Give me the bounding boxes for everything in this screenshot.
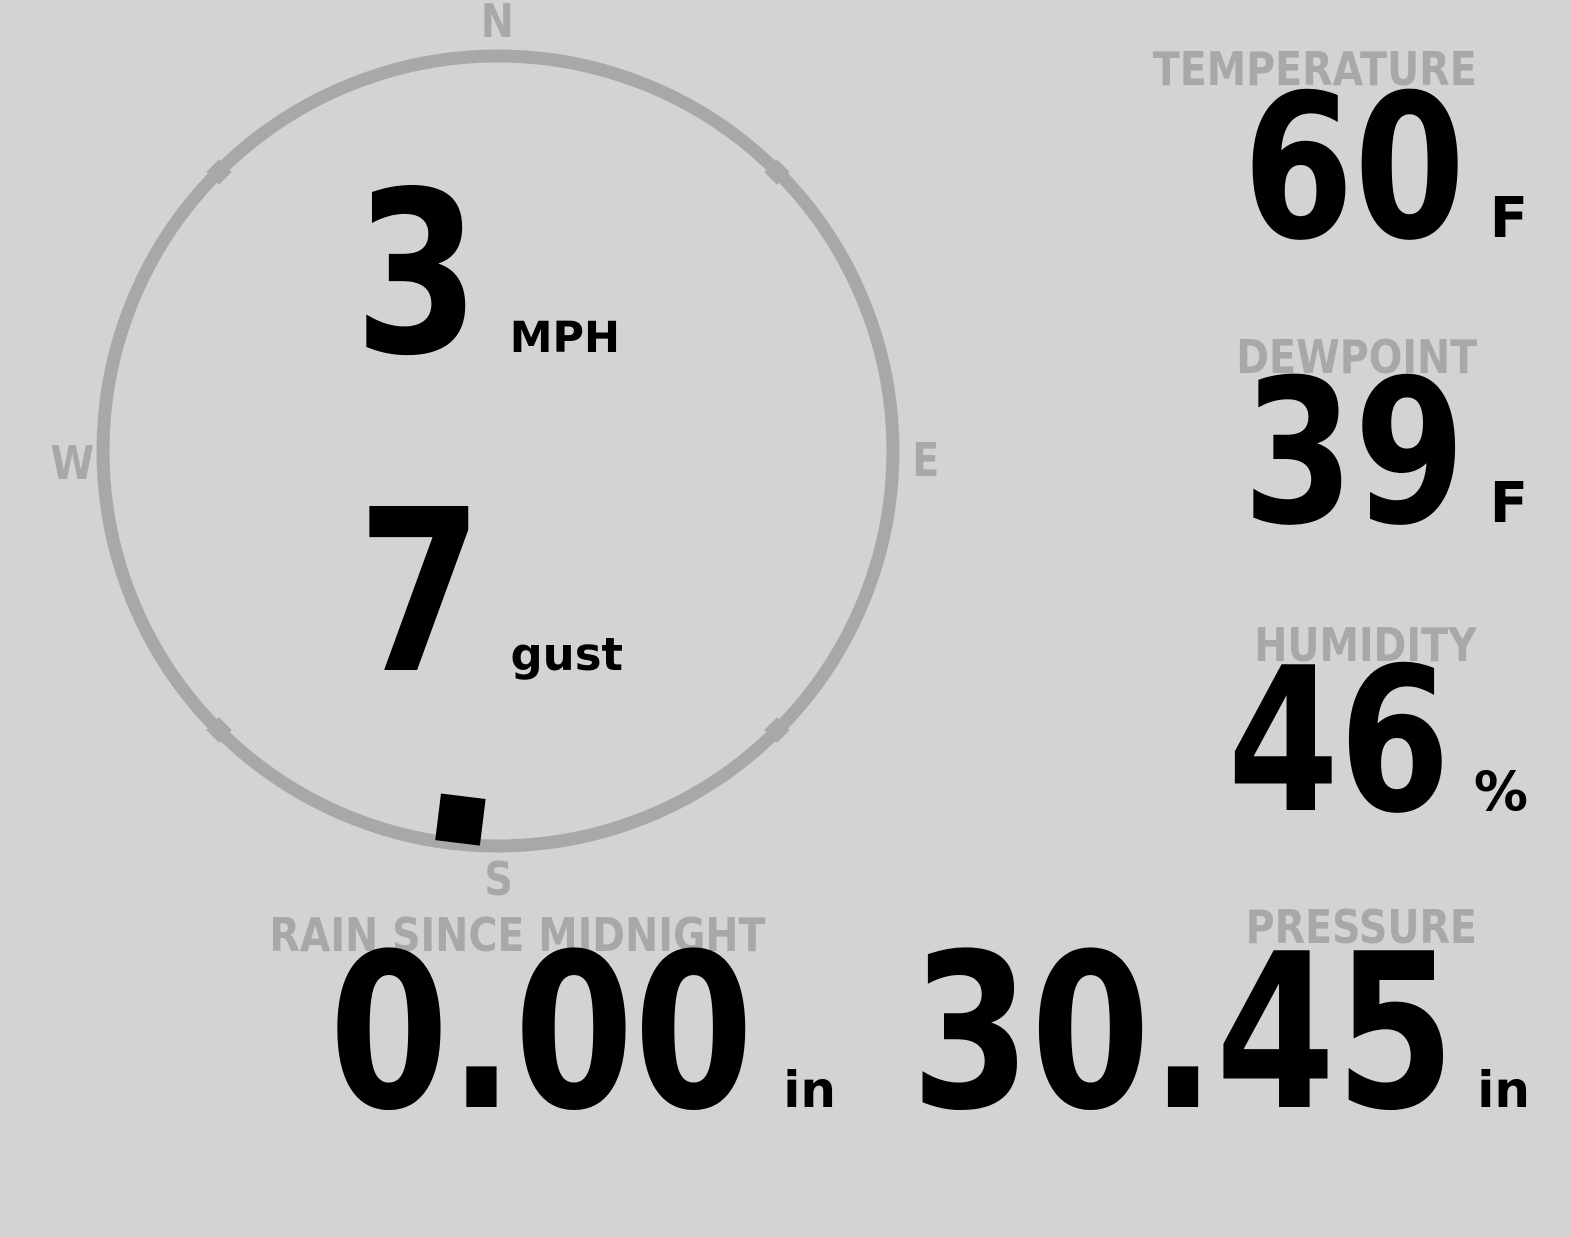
rain-unit: in: [783, 1061, 836, 1119]
temperature-value: 60: [1243, 52, 1466, 285]
compass-east-label: E: [912, 433, 940, 487]
wind-speed: 3 MPH: [323, 163, 620, 388]
wind-speed-unit: MPH: [509, 313, 620, 363]
dewpoint-reading: 39 F: [1187, 354, 1528, 554]
humidity-label: HUMIDITY: [1254, 618, 1477, 672]
wind-gust: 7 gust: [326, 481, 623, 706]
compass-west-label: W: [50, 436, 94, 490]
compass-tick-nw-icon: [206, 159, 232, 185]
dewpoint-unit: F: [1489, 471, 1528, 536]
temperature-label: TEMPERATURE: [1152, 42, 1477, 96]
rain-value: 0.00: [328, 907, 754, 1158]
rain-reading: 0.00 in: [223, 925, 836, 1140]
compass-tick-ne-icon: [764, 159, 790, 185]
wind-speed-value: 3: [354, 144, 480, 406]
rain-label: RAIN SINCE MIDNIGHT: [268, 908, 766, 962]
compass-tick-se-icon: [764, 717, 790, 743]
temperature-reading: 60 F: [1187, 69, 1528, 269]
pressure-reading: 30.45 in: [775, 925, 1530, 1140]
humidity-value: 46: [1227, 625, 1450, 858]
pressure-unit: in: [1477, 1061, 1530, 1119]
pressure-label: PRESSURE: [1245, 900, 1477, 954]
compass-south-label: S: [484, 852, 514, 906]
humidity-reading: 46%: [1172, 642, 1528, 842]
compass-north-label: N: [480, 0, 514, 48]
wind-gust-value: 7: [357, 462, 483, 724]
pressure-value: 30.45: [911, 907, 1456, 1158]
wind-direction-marker-icon: [435, 793, 486, 846]
dewpoint-label: DEWPOINT: [1236, 330, 1477, 384]
dewpoint-value: 39: [1243, 337, 1466, 570]
humidity-unit: %: [1473, 760, 1528, 823]
wind-gust-unit: gust: [510, 628, 623, 681]
temperature-unit: F: [1489, 186, 1528, 251]
compass-tick-sw-icon: [206, 717, 232, 743]
